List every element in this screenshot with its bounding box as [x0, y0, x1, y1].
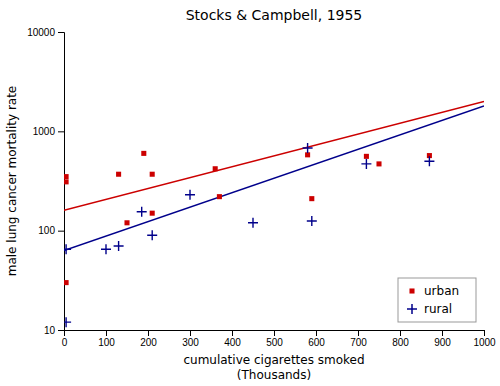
- title: Stocks & Campbell, 1955: [186, 7, 363, 23]
- y-tick-mark: [58, 330, 64, 331]
- y-tick: 1000: [33, 126, 64, 137]
- point: [64, 280, 69, 285]
- point: [307, 216, 317, 226]
- x-tick-mark: [274, 330, 275, 336]
- y-axis-title: male lung cancer mortality rate: [5, 86, 19, 277]
- x-tick-mark: [106, 330, 107, 336]
- x-tick-label: 500: [266, 337, 283, 348]
- x-axis-title: cumulative cigarettes smoked: [183, 353, 364, 367]
- x-tick: 300: [182, 330, 199, 348]
- y-tick-mark: [58, 32, 64, 33]
- x-tick-label: 300: [182, 337, 199, 348]
- x-tick-mark: [358, 330, 359, 336]
- x-tick-label: 900: [434, 337, 451, 348]
- x-axis-title: (Thousands): [237, 368, 311, 382]
- x-tick-mark: [148, 330, 149, 336]
- x-tick: 1000: [473, 330, 496, 348]
- x-tick-mark: [190, 330, 191, 336]
- trend-line: [64, 101, 484, 210]
- x-axis-line: [65, 331, 485, 337]
- legend-label: rural: [424, 302, 452, 316]
- x-axis: 0 100 200 300 400 500 600 700 800 900 1000: [62, 330, 496, 348]
- x-tick-label: 700: [350, 337, 367, 348]
- x-tick: 0: [62, 330, 68, 348]
- point: [303, 143, 313, 153]
- point: [64, 179, 69, 184]
- trend-line: [64, 106, 484, 251]
- x-tick: 200: [140, 330, 157, 348]
- point: [305, 152, 310, 157]
- y-tick-label: 100: [38, 225, 55, 236]
- point: [114, 241, 124, 251]
- point: [64, 174, 69, 179]
- x-tick-label: 0: [62, 337, 68, 348]
- point: [64, 244, 71, 254]
- point: [185, 190, 195, 200]
- point: [116, 172, 121, 177]
- point: [141, 151, 146, 156]
- point: [101, 244, 111, 254]
- x-tick: 100: [98, 330, 115, 348]
- x-tick-label: 400: [224, 337, 241, 348]
- y-tick-mark: [58, 231, 64, 232]
- x-tick-label: 1000: [473, 337, 496, 348]
- x-tick-mark: [442, 330, 443, 336]
- point: [213, 166, 218, 171]
- legend: urban rural: [398, 278, 476, 322]
- point: [137, 207, 147, 217]
- x-tick-mark: [316, 330, 317, 336]
- x-tick: 700: [350, 330, 367, 348]
- y-tick-label: 10: [44, 325, 56, 336]
- legend-label: urban: [424, 284, 459, 298]
- point: [150, 211, 155, 216]
- x-tick-label: 800: [392, 337, 409, 348]
- point: [248, 218, 258, 228]
- point: [376, 161, 381, 166]
- point: [309, 196, 314, 201]
- point: [147, 230, 157, 240]
- x-tick: 600: [308, 330, 325, 348]
- y-axis-line: [58, 33, 65, 331]
- y-axis: 10 100 1000 10000: [27, 27, 64, 336]
- point: [150, 172, 155, 177]
- x-tick-label: 100: [98, 337, 115, 348]
- x-tick-mark: [484, 330, 485, 336]
- chart: 0 100 200 300 400 500 600 700 800 900 1000 10 100 100…: [0, 0, 500, 386]
- x-tick: 900: [434, 330, 451, 348]
- plot-area: 0 100 200 300 400 500 600 700 800 900 1000 10 100 100…: [5, 27, 496, 382]
- legend-box: [398, 278, 476, 322]
- y-tick: 10: [44, 325, 64, 336]
- legend-marker: [409, 288, 414, 293]
- x-tick: 400: [224, 330, 241, 348]
- point: [424, 156, 434, 166]
- x-tick-label: 200: [140, 337, 157, 348]
- legend-marker: [407, 304, 417, 314]
- point: [64, 317, 71, 327]
- point: [124, 220, 129, 225]
- x-tick-mark: [232, 330, 233, 336]
- point: [364, 154, 369, 159]
- marks: [64, 101, 484, 327]
- x-tick: 800: [392, 330, 409, 348]
- x-tick-mark: [400, 330, 401, 336]
- y-tick-label: 10000: [27, 27, 55, 38]
- x-tick: 500: [266, 330, 283, 348]
- y-tick: 10000: [27, 27, 64, 38]
- x-tick-label: 600: [308, 337, 325, 348]
- point: [217, 194, 222, 199]
- y-tick: 100: [38, 225, 64, 236]
- y-tick-mark: [58, 131, 64, 132]
- y-tick-label: 1000: [33, 126, 56, 137]
- point: [361, 159, 371, 169]
